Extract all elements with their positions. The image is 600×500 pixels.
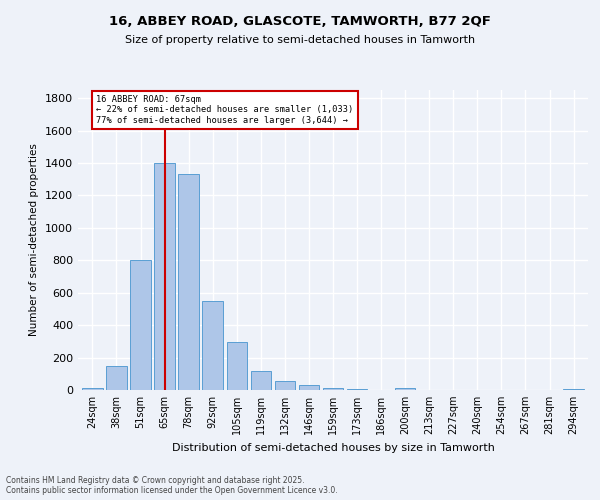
Bar: [178, 174, 199, 390]
Bar: [106, 366, 127, 390]
Bar: [202, 301, 223, 390]
Text: Size of property relative to semi-detached houses in Tamworth: Size of property relative to semi-detach…: [125, 35, 475, 45]
X-axis label: Distribution of semi-detached houses by size in Tamworth: Distribution of semi-detached houses by …: [172, 442, 494, 452]
Bar: [563, 389, 584, 390]
Bar: [82, 388, 103, 390]
Bar: [323, 388, 343, 390]
Bar: [347, 389, 367, 390]
Bar: [395, 388, 415, 390]
Text: Contains HM Land Registry data © Crown copyright and database right 2025.
Contai: Contains HM Land Registry data © Crown c…: [6, 476, 338, 495]
Bar: [299, 385, 319, 390]
Y-axis label: Number of semi-detached properties: Number of semi-detached properties: [29, 144, 40, 336]
Text: 16 ABBEY ROAD: 67sqm
← 22% of semi-detached houses are smaller (1,033)
77% of se: 16 ABBEY ROAD: 67sqm ← 22% of semi-detac…: [96, 95, 353, 124]
Bar: [227, 342, 247, 390]
Bar: [275, 381, 295, 390]
Text: 16, ABBEY ROAD, GLASCOTE, TAMWORTH, B77 2QF: 16, ABBEY ROAD, GLASCOTE, TAMWORTH, B77 …: [109, 15, 491, 28]
Bar: [251, 370, 271, 390]
Bar: [154, 163, 175, 390]
Bar: [130, 260, 151, 390]
